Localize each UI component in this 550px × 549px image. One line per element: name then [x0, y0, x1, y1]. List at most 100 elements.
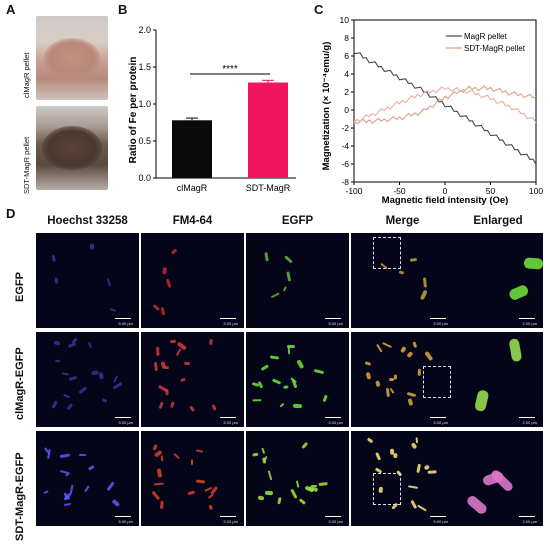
micro-cell: 2.00 µm: [453, 233, 543, 328]
cell-blob: [418, 369, 421, 376]
cell-blob: [407, 351, 414, 358]
cell-blob: [107, 279, 111, 287]
cell-blob: [299, 498, 306, 504]
micro-cell: 2.00 µm: [453, 431, 543, 526]
micro-cell: 5.00 µm: [141, 233, 244, 328]
clmagr-pellet-photo: [36, 16, 108, 100]
micro-cell: 5.00 µm: [36, 431, 139, 526]
scale-bar: [325, 516, 341, 517]
bar-ytick-label-0: 0.0: [138, 173, 151, 183]
scale-bar: [430, 318, 446, 319]
cell-blob: [279, 403, 284, 408]
scale-bar-label: 5.00 µm: [328, 420, 343, 425]
row-label-egfp: EGFP: [14, 272, 26, 302]
scale-bar-label: 5.00 µm: [433, 420, 448, 425]
line-ytick-label-1: -6: [341, 159, 349, 169]
bar-chart-xtick-1: SDT-MagR: [246, 183, 291, 193]
cell-blob: [428, 471, 437, 474]
cell-blob: [163, 366, 169, 369]
bar-ytick-label-2: 1.0: [138, 99, 151, 109]
cell-blob: [101, 398, 107, 403]
cell-blob: [390, 448, 394, 455]
cell-blob: [170, 402, 175, 409]
cell-blob: [209, 339, 213, 345]
bar-ytick-label-1: 0.5: [138, 136, 151, 146]
cell-blob: [290, 489, 297, 499]
line-xtick-label-4: 100: [529, 186, 543, 196]
micro-cell: 5.00 µm: [246, 233, 349, 328]
line-chart-ylabel: Magnetization (× 10⁻⁴emu/g): [321, 42, 332, 171]
cell-blob: [411, 442, 418, 450]
cell-blob: [423, 465, 430, 471]
micro-cell: 5.00 µm: [351, 233, 454, 328]
cell-blob: [91, 371, 99, 376]
cell-blob: [286, 271, 291, 281]
cell-blob: [420, 289, 428, 300]
panel-label-a: A: [6, 2, 15, 17]
bar-sdt-magr: [248, 83, 288, 178]
scale-bar-label: 2.00 µm: [522, 519, 537, 524]
cell-blob: [166, 279, 172, 289]
scale-bar-label: 5.00 µm: [118, 519, 133, 524]
scale-bar-label: 5.00 µm: [223, 321, 238, 326]
sdt-magr-pellet-label: SDT-MagR pellet: [22, 137, 31, 194]
micro-cell: 5.00 µm: [36, 233, 139, 328]
cell-blob: [268, 470, 273, 480]
scale-bar-label: 5.00 µm: [328, 321, 343, 326]
cell-blob: [87, 464, 94, 470]
cell-blob: [91, 243, 95, 249]
cell-blob: [68, 342, 77, 347]
scale-bar-label: 5.00 µm: [118, 321, 133, 326]
line-ytick-label-8: 8: [344, 33, 349, 43]
cell-blob: [394, 375, 397, 380]
cell-blob: [65, 472, 70, 477]
cell-blob: [425, 351, 434, 361]
cell-blob: [262, 448, 266, 455]
scale-bar-label: 5.00 µm: [433, 321, 448, 326]
cell-blob: [152, 444, 157, 451]
line-ytick-label-0: -8: [341, 177, 349, 187]
cell-blob: [64, 503, 71, 507]
cell-blob: [390, 388, 395, 394]
cell-blob: [295, 481, 299, 488]
cell-blob: [112, 499, 120, 507]
cell-blob: [417, 464, 422, 474]
cell-blob: [400, 346, 407, 354]
scale-bar-label: 2.00 µm: [522, 420, 537, 425]
cell-blob: [278, 497, 282, 504]
cell-blob: [415, 437, 418, 443]
cell-blob: [412, 341, 417, 347]
micro-cell: 5.00 µm: [141, 332, 244, 427]
sdt-magr-pellet-photo: [36, 106, 108, 190]
panel-label-d: D: [6, 206, 15, 221]
cell-blob: [157, 468, 163, 478]
cell-blob: [83, 485, 89, 492]
cell-blob: [271, 292, 280, 298]
cell-blob: [162, 267, 167, 275]
micro-cell: 5.00 µm: [351, 431, 454, 526]
cell-blob: [366, 372, 371, 380]
line-ytick-label-3: -2: [341, 123, 349, 133]
cell-blob: [51, 400, 57, 408]
cell-blob: [159, 402, 164, 409]
cell-blob: [196, 449, 203, 453]
cell-blob: [375, 452, 381, 461]
col-header-fm4-64: FM4-64: [141, 215, 244, 227]
bar-ytick-label-4: 2.0: [138, 25, 151, 35]
cell-blob: [382, 342, 392, 348]
cell-blob: [265, 491, 274, 495]
scale-bar: [220, 516, 236, 517]
scale-bar-label: 2.00 µm: [522, 321, 537, 326]
cell-blob: [410, 500, 417, 510]
series-line-2: [354, 87, 536, 123]
legend-label-magr: MagR pellet: [464, 32, 507, 41]
cell-blob: [60, 453, 70, 458]
cell-blob: [54, 340, 61, 345]
cell-blob: [179, 377, 185, 382]
cell-blob: [55, 360, 61, 363]
micro-cell: 5.00 µm: [246, 332, 349, 427]
col-header-egfp: EGFP: [246, 215, 349, 227]
line-ytick-label-9: 10: [340, 15, 350, 25]
row-label-sdt-magr-egfp: SDT-MagR-EGFP: [14, 452, 26, 541]
scale-bar: [519, 516, 535, 517]
